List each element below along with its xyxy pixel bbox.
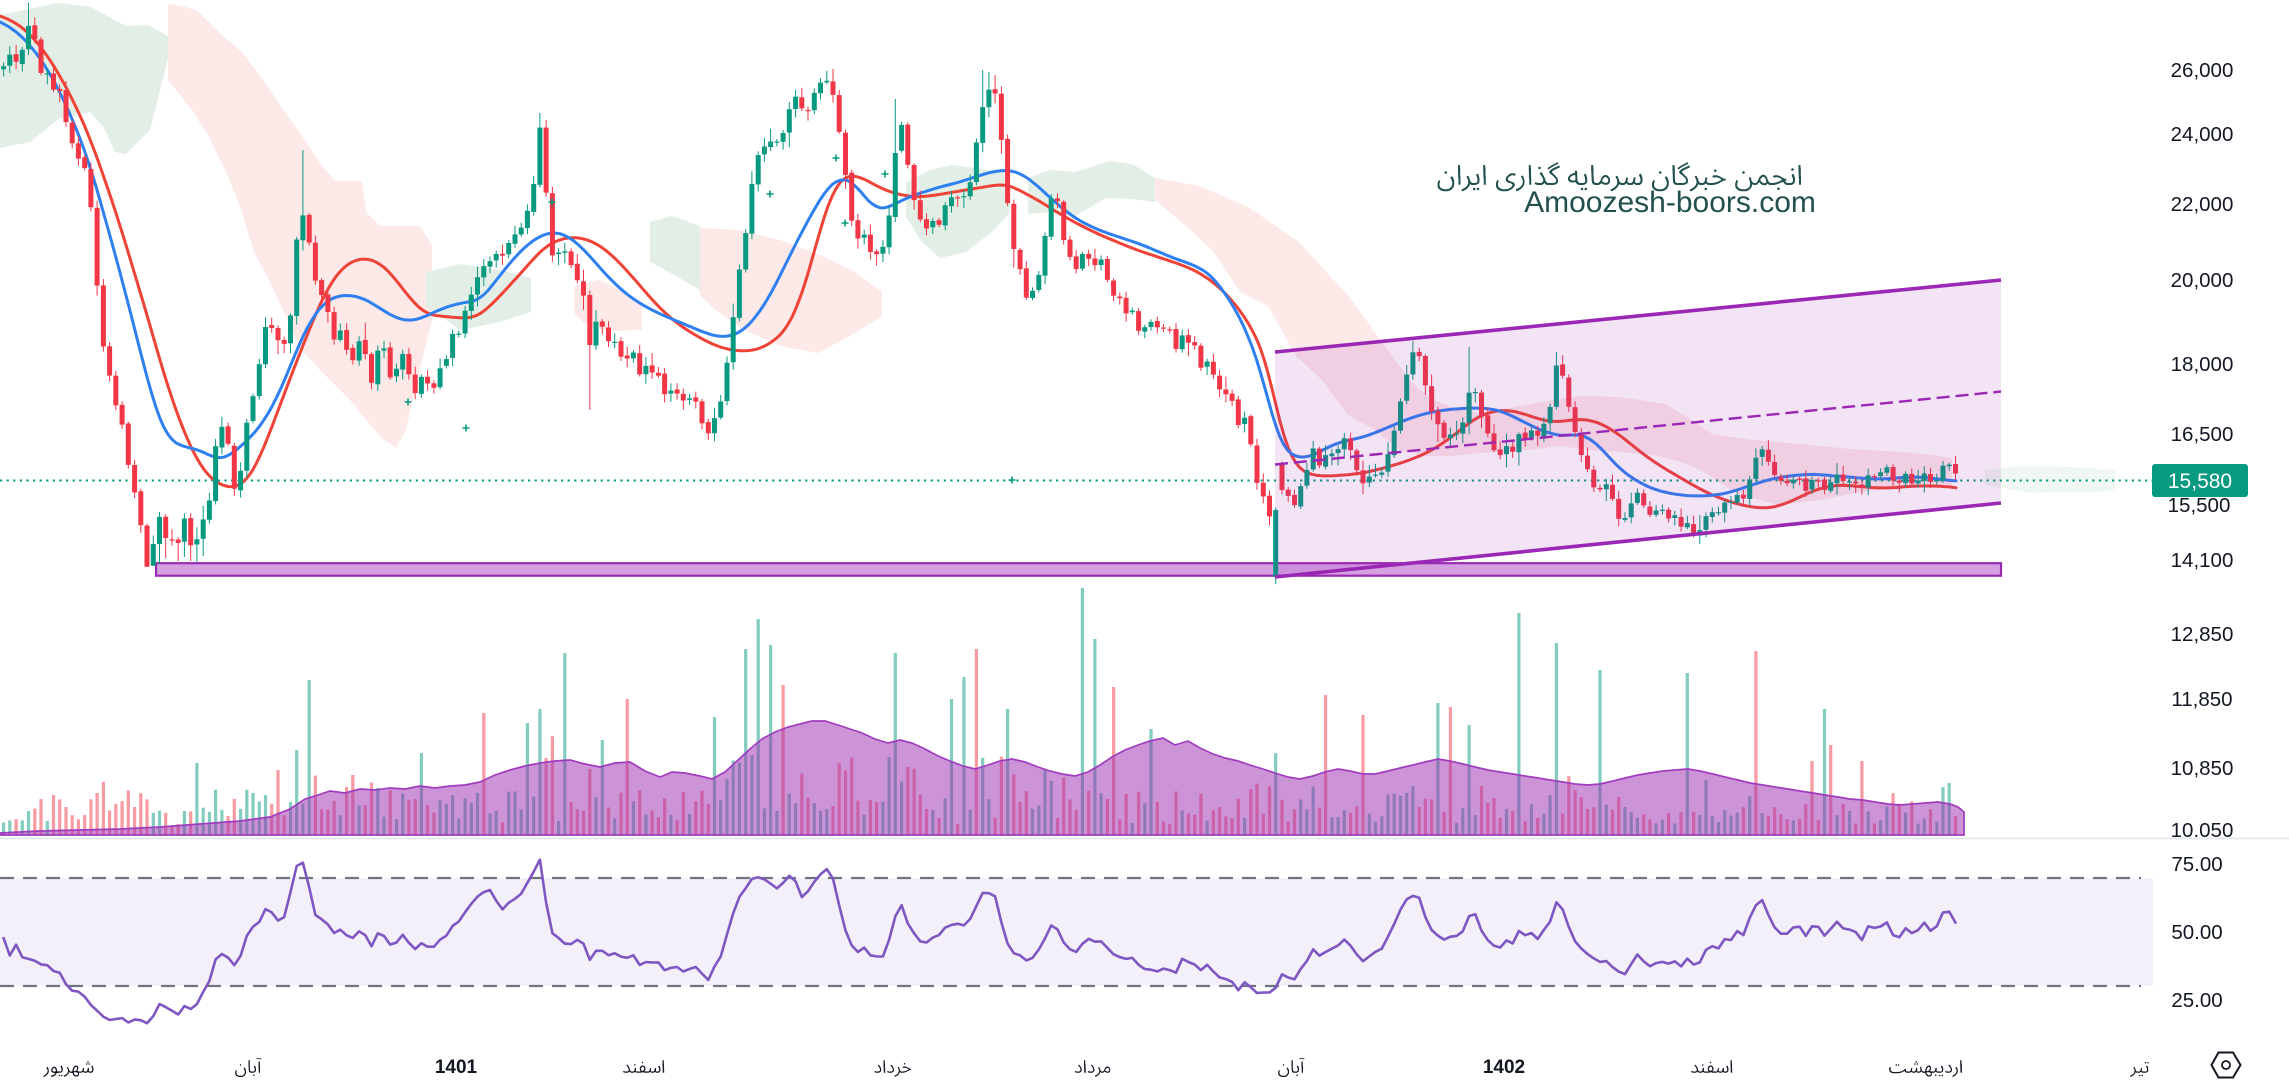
svg-text:10,850: 10,850 bbox=[2171, 757, 2234, 780]
svg-text:25.00: 25.00 bbox=[2171, 989, 2222, 1012]
svg-text:14,100: 14,100 bbox=[2171, 549, 2234, 572]
svg-text:18,000: 18,000 bbox=[2171, 353, 2234, 376]
svg-text:26,000: 26,000 bbox=[2171, 59, 2234, 82]
svg-text:20,000: 20,000 bbox=[2171, 269, 2234, 292]
svg-text:16,500: 16,500 bbox=[2171, 423, 2234, 446]
svg-text:1401: 1401 bbox=[435, 1057, 478, 1078]
svg-text:22,000: 22,000 bbox=[2171, 193, 2234, 216]
svg-text:75.00: 75.00 bbox=[2171, 853, 2222, 876]
svg-text:Amoozesh-boors.com: Amoozesh-boors.com bbox=[1524, 186, 1816, 219]
svg-text:24,000: 24,000 bbox=[2171, 123, 2234, 146]
svg-text:15,580: 15,580 bbox=[2168, 470, 2232, 493]
svg-text:1402: 1402 bbox=[1483, 1057, 1525, 1078]
svg-text:11,850: 11,850 bbox=[2171, 688, 2232, 711]
svg-text:10.050: 10.050 bbox=[2171, 819, 2234, 842]
svg-text:50.00: 50.00 bbox=[2171, 921, 2222, 944]
svg-text:15,500: 15,500 bbox=[2168, 494, 2231, 517]
svg-text:12,850: 12,850 bbox=[2171, 623, 2234, 646]
